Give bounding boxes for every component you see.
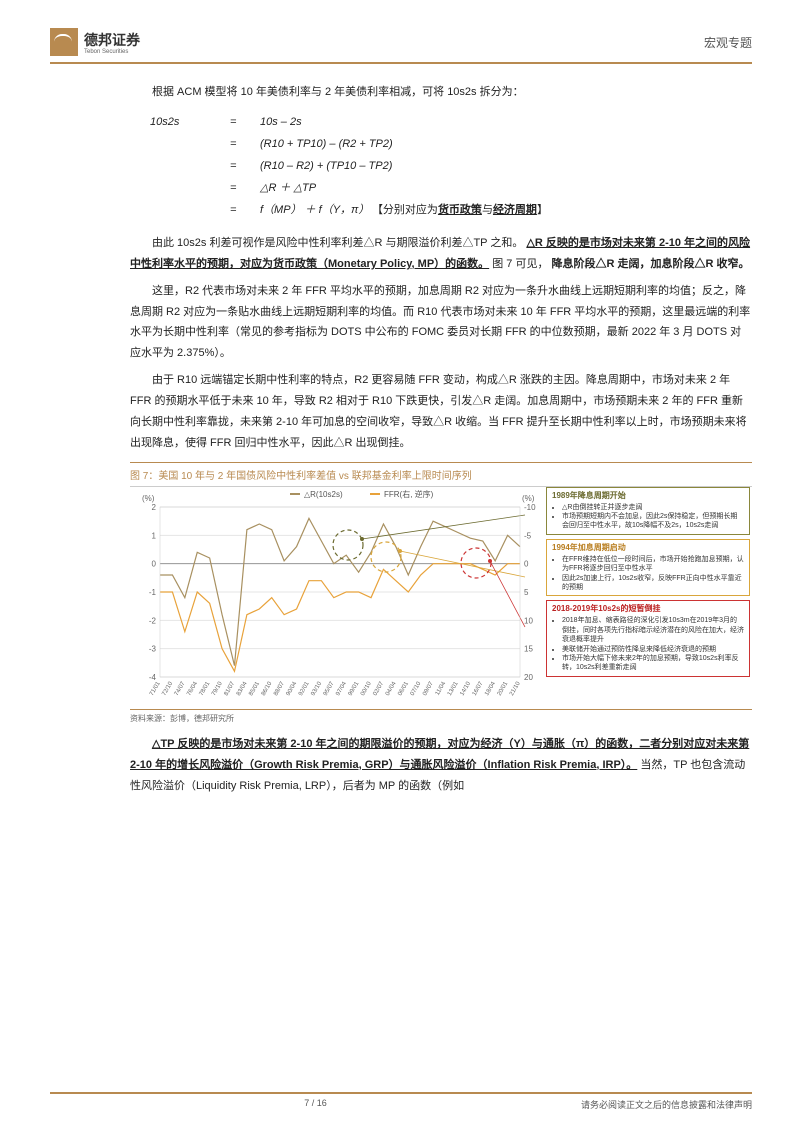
- equation-block: 10s2s=10s – 2s =(R10 + TP10) – (R2 + TP2…: [130, 111, 752, 221]
- svg-text:5: 5: [524, 588, 529, 597]
- svg-text:FFR(右, 逆序): FFR(右, 逆序): [384, 489, 434, 499]
- svg-text:-4: -4: [149, 673, 157, 682]
- body-content-2: △TP 反映的是市场对未来第 2-10 年之间的期限溢价的预期，对应为经济（Y）…: [50, 734, 752, 797]
- svg-text:83/04: 83/04: [236, 680, 249, 697]
- svg-text:88/07: 88/07: [273, 680, 286, 697]
- figure-7: 210-1-2-3-4-10-505101520(%)(%)71/0172/10…: [130, 487, 752, 710]
- page-footer: 7 / 16 请务必阅读正文之后的信息披露和法律声明: [50, 1092, 752, 1111]
- svg-text:-10: -10: [524, 503, 536, 512]
- svg-text:21/10: 21/10: [509, 680, 522, 697]
- svg-text:79/10: 79/10: [211, 680, 224, 697]
- page-header: 德邦证券 Tebon Securities 宏观专题: [50, 28, 752, 64]
- svg-text:00/10: 00/10: [360, 680, 373, 697]
- svg-text:74/07: 74/07: [174, 680, 187, 697]
- svg-text:20: 20: [524, 673, 533, 682]
- svg-text:85/01: 85/01: [248, 680, 261, 697]
- annotation-1994: 1994年加息周期启动 在FFR维持在低位一段时间后，市场开始抢跑加息预期，认为…: [546, 539, 750, 597]
- svg-text:△R(10s2s): △R(10s2s): [304, 490, 343, 499]
- svg-text:-1: -1: [149, 588, 157, 597]
- brand-logo: 德邦证券 Tebon Securities: [50, 28, 140, 56]
- para-4: △TP 反映的是市场对未来第 2-10 年之间的期限溢价的预期，对应为经济（Y）…: [130, 734, 752, 797]
- svg-text:04/04: 04/04: [385, 680, 398, 697]
- doc-category: 宏观专题: [704, 34, 752, 51]
- disclaimer-text: 请务必阅读正文之后的信息披露和法律声明: [581, 1098, 752, 1111]
- svg-text:72/10: 72/10: [161, 680, 174, 697]
- body-content: 根据 ACM 模型将 10 年美债利率与 2 年美债利率相减，可将 10s2s …: [50, 82, 752, 454]
- intro-para: 根据 ACM 模型将 10 年美债利率与 2 年美债利率相减，可将 10s2s …: [130, 82, 752, 103]
- svg-text:14/10: 14/10: [459, 680, 472, 697]
- figure-title: 图 7：美国 10 年与 2 年国债风险中性利率差值 vs 联邦基金利率上限时间…: [130, 462, 752, 487]
- svg-text:18/04: 18/04: [484, 680, 497, 697]
- svg-text:95/07: 95/07: [323, 680, 336, 697]
- svg-text:13/01: 13/01: [447, 680, 460, 697]
- annotation-column: 1989年降息周期开始 △R由倒挂转正并逐步走阔 市场预期短期内不会加息，因此2…: [540, 487, 750, 707]
- annotation-1989: 1989年降息周期开始 △R由倒挂转正并逐步走阔 市场预期短期内不会加息，因此2…: [546, 487, 750, 535]
- svg-text:09/07: 09/07: [422, 680, 435, 697]
- svg-text:97/04: 97/04: [335, 680, 348, 697]
- chart-area: 210-1-2-3-4-10-505101520(%)(%)71/0172/10…: [130, 487, 540, 707]
- svg-text:-3: -3: [149, 644, 157, 653]
- svg-text:2: 2: [152, 503, 157, 512]
- svg-text:10: 10: [524, 616, 533, 625]
- svg-text:-2: -2: [149, 616, 157, 625]
- svg-text:16/07: 16/07: [472, 680, 485, 697]
- svg-text:(%): (%): [522, 494, 535, 503]
- figure-source: 资料来源：彭博，德邦研究所: [130, 713, 752, 724]
- svg-text:06/01: 06/01: [397, 680, 410, 697]
- svg-text:86/10: 86/10: [261, 680, 274, 697]
- svg-text:07/10: 07/10: [410, 680, 423, 697]
- svg-text:71/01: 71/01: [149, 680, 162, 697]
- annotation-2018: 2018-2019年10s2s的短暂倒挂 2018年加息、缩表路径的深化引发10…: [546, 600, 750, 676]
- logo-icon: [50, 28, 78, 56]
- svg-text:15: 15: [524, 644, 533, 653]
- brand-name-cn: 德邦证券: [84, 30, 140, 50]
- svg-text:1: 1: [152, 531, 157, 540]
- svg-text:78/01: 78/01: [199, 680, 212, 697]
- svg-text:0: 0: [524, 559, 529, 568]
- eq-note: 【分别对应为货币政策与经济周期】: [377, 204, 548, 216]
- svg-text:(%): (%): [142, 494, 155, 503]
- svg-text:11/04: 11/04: [435, 680, 448, 696]
- svg-text:-5: -5: [524, 531, 532, 540]
- svg-text:0: 0: [152, 559, 157, 568]
- svg-text:99/01: 99/01: [348, 680, 361, 697]
- para-1: 由此 10s2s 利差可视作是风险中性利率利差△R 与期限溢价利差△TP 之和。…: [130, 233, 752, 275]
- para-2: 这里，R2 代表市场对未来 2 年 FFR 平均水平的预期，加息周期 R2 对应…: [130, 281, 752, 365]
- svg-text:92/01: 92/01: [298, 680, 311, 697]
- svg-text:76/04: 76/04: [186, 680, 199, 697]
- svg-text:93/10: 93/10: [310, 680, 323, 697]
- svg-text:20/01: 20/01: [497, 680, 510, 697]
- svg-text:90/04: 90/04: [286, 680, 299, 697]
- page-number: 7 / 16: [304, 1098, 327, 1111]
- svg-text:81/07: 81/07: [224, 680, 237, 697]
- para-3: 由于 R10 远端锚定长期中性利率的特点，R2 更容易随 FFR 变动，构成△R…: [130, 370, 752, 454]
- svg-text:02/07: 02/07: [372, 680, 385, 697]
